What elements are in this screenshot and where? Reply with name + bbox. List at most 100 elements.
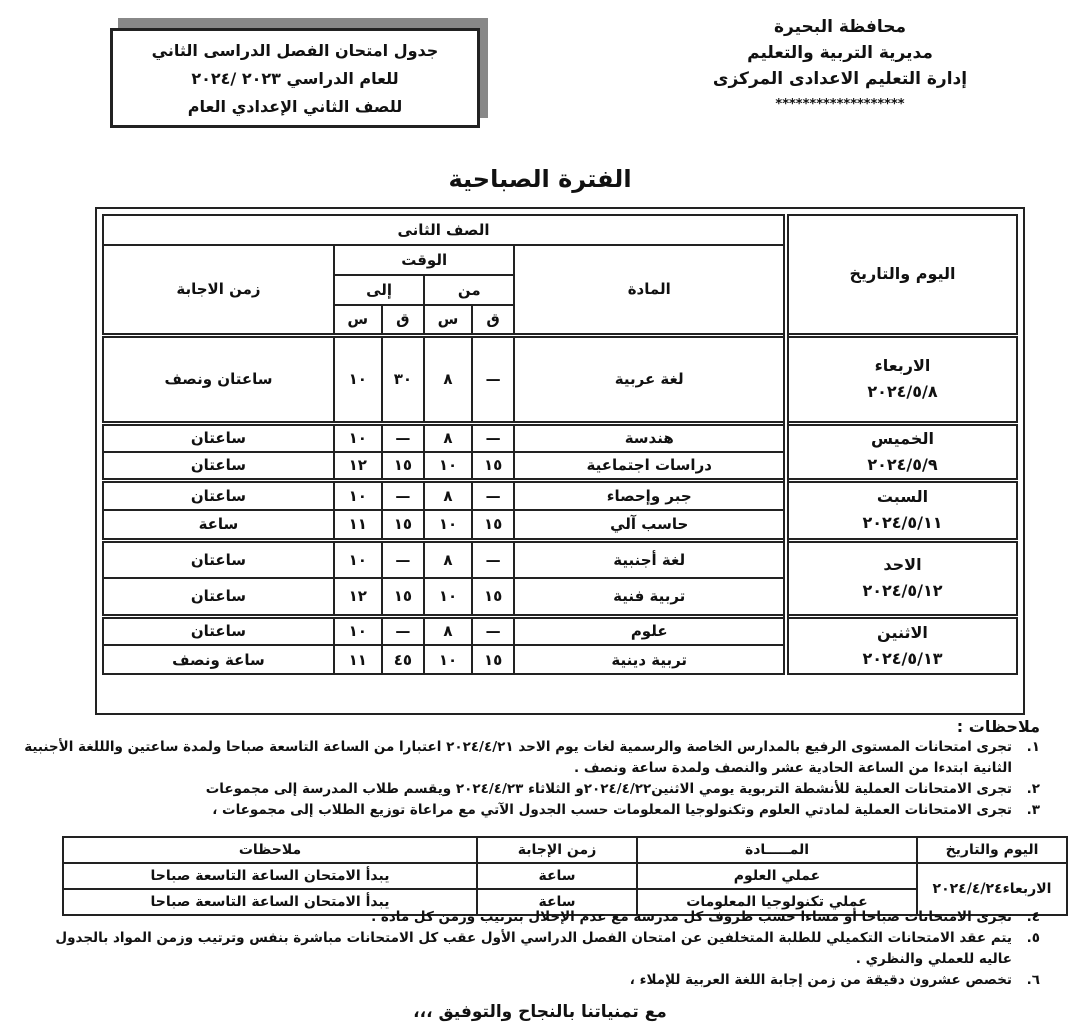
stars-divider: ******************* (775, 97, 905, 112)
note-text: تجرى الامتحانات العملية لمادتي العلوم وت… (212, 802, 1012, 818)
from-minute-cell: — (470, 613, 516, 646)
to-minute-cell: — (380, 420, 426, 453)
table-row: الاحد ٢٠٢٤/٥/١٢ لغة أجنبية —٨—١٠ ساعتان (102, 537, 1019, 617)
to-minute-cell: — (380, 537, 426, 579)
governorate: محافظة البحيرة (773, 17, 907, 37)
subject-cell: علوم (513, 613, 787, 646)
day-date-cell: السبت ٢٠٢٤/٥/١١ (782, 477, 1019, 541)
header-to-minute: ق (380, 304, 426, 336)
table-row: الاربعاء ٢٠٢٤/٥/٨ لغة عربية —٨ ٣٠ ١٠ ساعتان ون… (102, 332, 1019, 424)
practical-header-subject: المـــــادة (636, 836, 918, 864)
directorate: مديرية التربية والتعليم (747, 43, 933, 63)
from-hour-cell: ٨ (423, 477, 473, 511)
subject-cell: حاسب آلي (513, 509, 787, 541)
duration-cell: ساعتان (102, 613, 335, 646)
day-name: الاربعاء (874, 356, 931, 375)
from-minute-cell: — (470, 332, 516, 424)
to-hour-cell: ١١ (332, 644, 383, 675)
note-number: ٦. (1026, 972, 1040, 988)
header-grade: الصف الثانى (102, 214, 787, 246)
day-name: السبت (876, 487, 929, 506)
to-minute-cell: ١٥ (380, 450, 426, 481)
period-heading: الفترة الصباحية (448, 165, 632, 193)
to-hour-cell: ١٠ (332, 420, 383, 453)
to-minute-cell: — (380, 477, 426, 511)
subject-cell: لغة عربية (513, 332, 787, 424)
header-from: من (423, 274, 516, 306)
note-number: ٣. (1026, 802, 1040, 818)
title-line-2: للعام الدراسي ٢٠٢٣ /٢٠٢٤ (191, 69, 399, 88)
from-minute-cell: ١٥ (470, 509, 516, 541)
from-minute-cell: ١٥ (470, 577, 516, 617)
subject-cell: دراسات اجتماعية (513, 450, 787, 481)
note-text: تجرى الامتحانات صباحا أو مساءا حسب ظروف … (371, 909, 1012, 925)
practical-remarks: يبدأ الامتحان الساعة التاسعة صباحا (62, 888, 478, 916)
note-item: ٣. تجرى الامتحانات العملية لمادتي العلوم … (20, 800, 1040, 821)
practical-exams-table-frame: اليوم والتاريخ المـــــادة زمن الإجابة م… (62, 836, 1068, 916)
from-hour-cell: ١٠ (423, 450, 473, 481)
note-number: ٥. (1026, 930, 1040, 946)
day-date-cell: الاثنين ٢٠٢٤/٥/١٣ (782, 613, 1019, 675)
header-duration: زمن الاجابة (102, 244, 335, 336)
note-text: يتم عقد الامتحانات التكميلي للطلبة المتخ… (55, 930, 1012, 967)
note-item: ٢. تجرى الامتحانات العملية للأنشطة التربو… (20, 779, 1040, 800)
from-hour-cell: ١٠ (423, 644, 473, 675)
day-name: الخميس (871, 428, 934, 448)
to-minute-cell: ٤٥ (380, 644, 426, 675)
to-hour-cell: ١٢ (332, 450, 383, 481)
exam-date: ٢٠٢٤/٥/٩ (867, 454, 938, 474)
note-number: ١. (1026, 739, 1040, 755)
document-title-box: جدول امتحان الفصل الدراسى الثاني للعام ا… (110, 28, 480, 128)
to-hour-cell: ١١ (332, 509, 383, 541)
note-text: تجرى الامتحانات العملية للأنشطة التربوية… (205, 781, 1012, 797)
administration: إدارة التعليم الاعدادى المركزى (712, 69, 968, 89)
day-date-cell: الاربعاء ٢٠٢٤/٥/٨ (782, 332, 1019, 424)
practical-row: عملي تكنولوجيا المعلومات ساعة يبدأ الامتحا… (62, 888, 1067, 916)
subject-cell: لغة أجنبية (513, 537, 787, 579)
from-minute-cell: ١٥ (470, 450, 516, 481)
subject-cell: هندسة (513, 420, 787, 453)
from-minute-cell: — (470, 537, 516, 579)
exam-date: ٢٠٢٤/٥/٨ (867, 382, 938, 401)
duration-cell: ساعتان (102, 537, 335, 579)
note-item: ٦. تخصص عشرون دقيقة من زمن إجابة اللغة ال… (20, 970, 1040, 991)
note-item: ٥. يتم عقد الامتحانات التكميلي للطلبة الم… (20, 928, 1040, 970)
day-date-cell: الاحد ٢٠٢٤/٥/١٢ (782, 537, 1019, 617)
note-text: تخصص عشرون دقيقة من زمن إجابة اللغة العر… (629, 972, 1012, 988)
from-minute-cell: — (470, 477, 516, 511)
to-hour-cell: ١٠ (332, 537, 383, 579)
practical-duration: ساعة (476, 862, 638, 890)
day-name: الاحد (883, 555, 922, 574)
day-name: الاثنين (877, 622, 928, 642)
duration-cell: ساعتان (102, 450, 335, 481)
note-item: ١. تجرى امتحانات المستوى الرفيع بالمدارس … (20, 737, 1040, 779)
header-subject: المادة (513, 244, 787, 336)
from-minute-cell: ١٥ (470, 644, 516, 675)
practical-day-date: الاربعاء٢٠٢٤/٤/٢٤ (916, 862, 1068, 916)
from-hour-cell: ٨ (423, 420, 473, 453)
exam-date: ٢٠٢٤/٥/١٣ (862, 648, 943, 668)
note-text: تجرى امتحانات المستوى الرفيع بالمدارس ال… (24, 739, 1012, 776)
practical-exams-table: اليوم والتاريخ المـــــادة زمن الإجابة م… (62, 836, 1068, 916)
practical-header-day: اليوم والتاريخ (916, 836, 1068, 864)
exam-date: ٢٠٢٤/٥/١١ (862, 513, 943, 532)
table-row: السبت ٢٠٢٤/٥/١١ جبر وإحصاء —٨—١٠ ساعتان (102, 477, 1019, 541)
practical-subject: عملي تكنولوجيا المعلومات (636, 888, 918, 916)
header-from-hour: س (423, 304, 473, 336)
to-hour-cell: ١٠ (332, 332, 383, 424)
to-hour-cell: ١٠ (332, 477, 383, 511)
organization-header: محافظة البحيرة مديرية التربية والتعليم إ… (710, 14, 970, 118)
table-row: تربية دينية ١٥ ١٠ ٤٥ ١١ ساعة ونصف (102, 644, 1017, 675)
duration-cell: ساعة ونصف (102, 644, 335, 675)
exam-schedule-table-frame: اليوم والتاريخ الصف الثانى المادة الوقت … (95, 207, 1025, 715)
practical-remarks: يبدأ الامتحان الساعة التاسعة صباحا (62, 862, 478, 890)
table-row: الاثنين ٢٠٢٤/٥/١٣ علوم —٨—١٠ ساعتان (102, 613, 1019, 675)
note-number: ٢. (1026, 781, 1040, 797)
from-hour-cell: ٨ (423, 613, 473, 646)
day-date-cell: الخميس ٢٠٢٤/٥/٩ (782, 420, 1019, 481)
to-minute-cell: — (380, 613, 426, 646)
duration-cell: ساعة (102, 509, 335, 541)
notes-continued: ٤. تجرى الامتحانات صباحا أو مساءا حسب ظرو… (20, 907, 1040, 991)
duration-cell: ساعتان (102, 577, 335, 617)
header-day-date: اليوم والتاريخ (782, 214, 1019, 336)
